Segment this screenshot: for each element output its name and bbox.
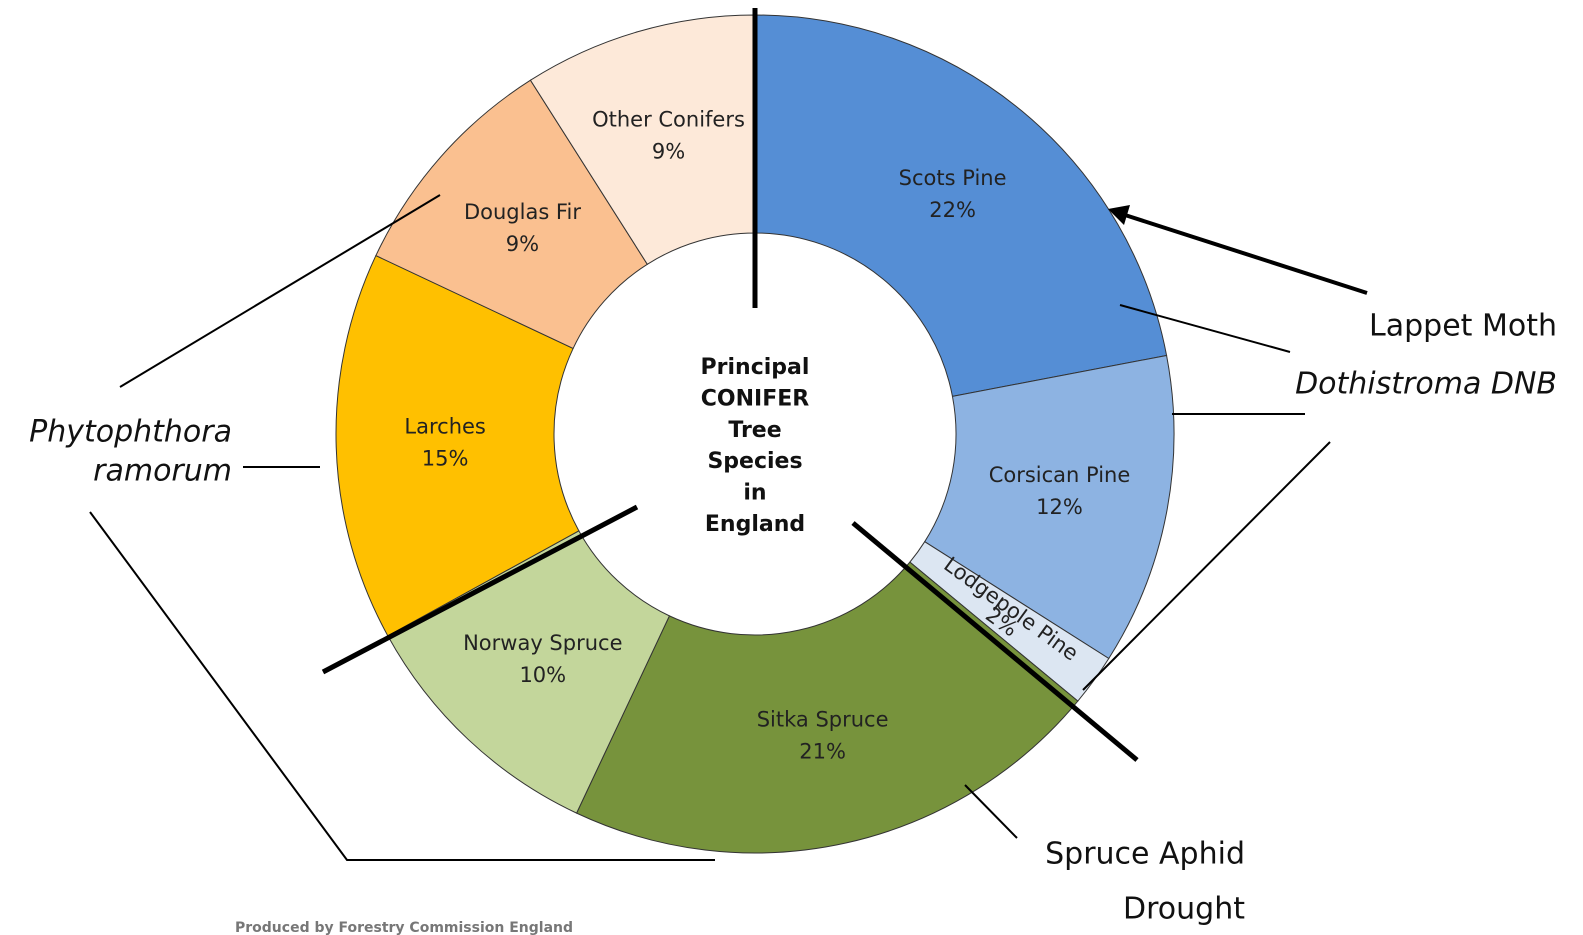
source: Produced by Forestry Commission England xyxy=(235,920,573,935)
center-line: CONIFER xyxy=(701,386,810,411)
annotation: Dothistroma DNB xyxy=(1295,367,1557,402)
annotation-lines xyxy=(89,8,1368,861)
arrow xyxy=(1124,213,1368,295)
annotation: Phytophthora xyxy=(29,415,232,450)
slice xyxy=(575,561,1079,854)
slice-label: Douglas Fir xyxy=(464,200,581,224)
slice-value: 21% xyxy=(799,740,846,764)
center-line: England xyxy=(705,512,805,537)
slice-label: Corsican Pine xyxy=(989,463,1131,487)
slice-label: Norway Spruce xyxy=(463,631,622,655)
leader xyxy=(89,511,715,861)
slice-value: 22% xyxy=(929,198,976,222)
slice xyxy=(924,354,1175,660)
leader xyxy=(1119,304,1291,353)
divider xyxy=(851,521,1139,762)
slice-label: Other Conifers xyxy=(592,107,745,131)
center-line: in xyxy=(743,481,766,506)
slice-value: 12% xyxy=(1036,495,1083,519)
arrow-head xyxy=(1108,205,1130,225)
leader xyxy=(1082,441,1331,691)
slice-value: 9% xyxy=(506,232,539,256)
leader xyxy=(119,194,441,388)
annotation: Spruce Aphid xyxy=(1045,837,1245,872)
slice xyxy=(754,14,1168,397)
annotation: Drought xyxy=(1123,892,1245,927)
leader xyxy=(964,784,1018,839)
slice xyxy=(335,254,580,637)
slice-label: Sitka Spruce xyxy=(757,708,889,732)
center-line: Principal xyxy=(701,355,810,380)
annotation: ramorum xyxy=(93,454,232,489)
divider xyxy=(321,504,639,675)
slice-value: 15% xyxy=(422,447,469,471)
slice-label: Scots Pine xyxy=(899,166,1007,190)
slices xyxy=(335,14,1175,854)
annotation: Lappet Moth xyxy=(1369,309,1557,344)
center-text: Principal CONIFER Tree Species in England xyxy=(701,355,810,537)
center-line: Species xyxy=(707,449,802,474)
slice-value: 10% xyxy=(519,663,566,687)
slice-value: 9% xyxy=(652,139,685,163)
slice-label: Larches xyxy=(404,415,485,439)
center-line: Tree xyxy=(728,418,781,443)
